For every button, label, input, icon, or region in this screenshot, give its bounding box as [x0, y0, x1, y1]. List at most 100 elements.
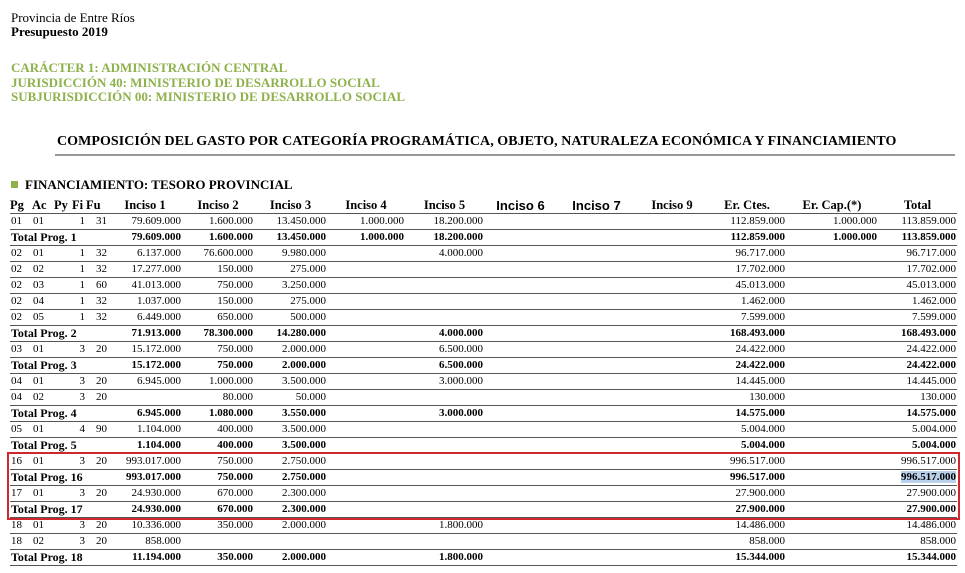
- amount: 6.945.000: [137, 375, 181, 387]
- amount-cell: 14.575.000: [708, 405, 786, 422]
- amount-cell: [557, 453, 636, 470]
- data-row: 04 01 3 20 6.945.000 1.000.000 3.500.000 3.000.…: [10, 373, 957, 390]
- code-cell: 1: [72, 245, 86, 262]
- amount-cell: [636, 517, 708, 534]
- total-row: Total Prog. 16 993.017.000 750.000 2.750.00…: [10, 469, 957, 486]
- amount-cell: [636, 453, 708, 470]
- code-cell: 3: [72, 373, 86, 390]
- amount-cell: 14.486.000: [878, 517, 957, 534]
- amount-cell: 750.000: [182, 469, 254, 486]
- amount-cell: 750.000: [182, 453, 254, 470]
- amount-cell: 750.000: [182, 357, 254, 374]
- amount-cell: 996.517.000: [708, 469, 786, 486]
- amount: 50.000: [295, 391, 326, 403]
- subheader: CARÁCTER 1: ADMINISTRACIÓN CENTRAL JURIS…: [11, 60, 405, 105]
- amount: 71.913.000: [131, 327, 182, 339]
- amount-cell: 130.000: [708, 389, 786, 406]
- amount-cell: 6.137.000: [108, 245, 182, 262]
- total-label: Total Prog. 18: [10, 549, 108, 566]
- amount-cell: [327, 501, 405, 518]
- amount: 5.004.000: [741, 423, 785, 435]
- amount-cell: [636, 373, 708, 390]
- amount: 130.000: [920, 391, 956, 403]
- amount-cell: [636, 469, 708, 486]
- amount-cell: [484, 389, 557, 406]
- amount-cell: 79.609.000: [108, 213, 182, 230]
- data-row: 01 01 1 31 79.609.000 1.600.000 13.450.000 1.00…: [10, 213, 957, 230]
- code-cell: 01: [32, 453, 54, 470]
- amount-cell: [636, 357, 708, 374]
- report-title: COMPOSICIÓN DEL GASTO POR CATEGORÍA PROG…: [57, 134, 897, 149]
- amount-cell: 24.930.000: [108, 485, 182, 502]
- amount-cell: 2.300.000: [254, 501, 327, 518]
- amount-cell: [557, 245, 636, 262]
- amount-cell: [484, 213, 557, 230]
- code-cell: 01: [32, 373, 54, 390]
- column-header: Fu: [86, 197, 108, 214]
- code-cell: 1: [72, 277, 86, 294]
- code-cell: 90: [86, 421, 108, 438]
- amount: 17.277.000: [131, 263, 182, 275]
- code-cell: 02: [10, 293, 32, 310]
- amount-cell: 993.017.000: [108, 469, 182, 486]
- code-cell: 02: [32, 389, 54, 406]
- amount-cell: [405, 421, 484, 438]
- amount: 3.500.000: [282, 423, 326, 435]
- code-cell: [54, 341, 72, 358]
- code-cell: [54, 453, 72, 470]
- amount-cell: 27.900.000: [708, 485, 786, 502]
- amount-cell: 2.000.000: [254, 517, 327, 534]
- amount-cell: 6.945.000: [108, 373, 182, 390]
- amount-cell: 350.000: [182, 517, 254, 534]
- amount-cell: [484, 293, 557, 310]
- amount-cell: 24.422.000: [878, 357, 957, 374]
- amount-cell: 168.493.000: [878, 325, 957, 342]
- amount-cell: 7.599.000: [708, 309, 786, 326]
- amount-cell: 2.000.000: [254, 341, 327, 358]
- amount-cell: [327, 405, 405, 422]
- amount-cell: 79.609.000: [108, 229, 182, 246]
- amount-cell: 14.445.000: [878, 373, 957, 390]
- amount-cell: [327, 341, 405, 358]
- amount: 1.600.000: [209, 215, 253, 227]
- column-header: Inciso 2: [182, 197, 254, 214]
- amount-cell: [786, 533, 878, 550]
- amount-cell: [786, 293, 878, 310]
- code-cell: [54, 213, 72, 230]
- amount-cell: 750.000: [182, 341, 254, 358]
- amount-cell: 4.000.000: [405, 245, 484, 262]
- amount-cell: 7.599.000: [878, 309, 957, 326]
- amount: 1.800.000: [439, 519, 483, 531]
- amount-cell: [557, 341, 636, 358]
- column-header: Py: [54, 197, 72, 214]
- amount-cell: [327, 277, 405, 294]
- amount-cell: [484, 325, 557, 342]
- total-row: Total Prog. 3 15.172.000 750.000 2.000.000 6…: [10, 357, 957, 374]
- data-row: 04 02 3 20 80.000 50.000 130.000 130.000: [10, 389, 957, 406]
- amount-cell: 18.200.000: [405, 213, 484, 230]
- code-cell: 18: [10, 517, 32, 534]
- code-cell: 17: [10, 485, 32, 502]
- total-label: Total Prog. 4: [10, 405, 108, 422]
- amount-cell: 2.000.000: [254, 357, 327, 374]
- column-header: Er. Cap.(*): [786, 197, 878, 214]
- amount-cell: 17.277.000: [108, 261, 182, 278]
- amount-cell: 1.104.000: [108, 437, 182, 454]
- amount-cell: [636, 229, 708, 246]
- amount-cell: 1.000.000: [327, 229, 405, 246]
- data-row: 18 02 3 20 858.000 858.000 858.000: [10, 533, 957, 550]
- amount-cell: [636, 405, 708, 422]
- amount-cell: 670.000: [182, 485, 254, 502]
- data-row: 18 01 3 20 10.336.000 350.000 2.000.000 1.800.0…: [10, 517, 957, 534]
- amount: 14.445.000: [906, 375, 957, 387]
- column-header: Inciso 9: [636, 197, 708, 214]
- amount-cell: 112.859.000: [708, 229, 786, 246]
- amount: 996.517.000: [901, 455, 956, 467]
- data-row: 16 01 3 20 993.017.000 750.000 2.750.000 996.51…: [10, 453, 957, 470]
- amount: 2.000.000: [282, 551, 326, 563]
- amount: 3.250.000: [282, 279, 326, 291]
- amount: 400.000: [217, 439, 253, 451]
- amount: 670.000: [217, 503, 253, 515]
- code-cell: 20: [86, 517, 108, 534]
- amount-cell: 150.000: [182, 293, 254, 310]
